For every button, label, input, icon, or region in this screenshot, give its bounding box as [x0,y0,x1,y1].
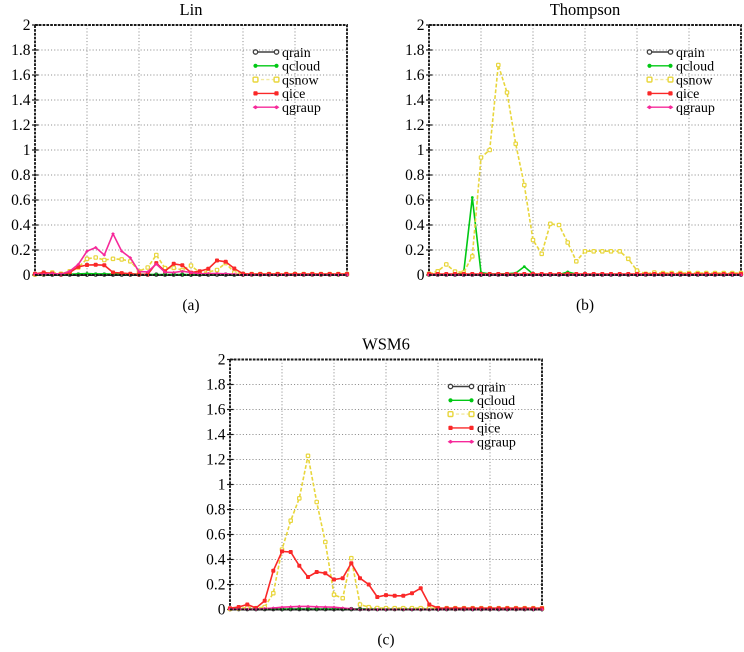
svg-text:0.6: 0.6 [206,527,226,544]
svg-text:1.8: 1.8 [405,42,425,59]
svg-text:qsnow: qsnow [477,408,514,423]
svg-text:0.4: 0.4 [11,217,31,234]
svg-text:1.4: 1.4 [206,427,226,444]
svg-text:WSM6: WSM6 [362,335,410,354]
svg-text:(b): (b) [576,297,594,314]
svg-text:0: 0 [417,267,425,284]
svg-text:2: 2 [417,17,425,34]
svg-text:1: 1 [417,142,425,159]
svg-text:0.8: 0.8 [11,167,31,184]
svg-text:qcloud: qcloud [282,60,320,75]
svg-text:qrain: qrain [676,46,705,61]
svg-text:qgraup: qgraup [676,101,715,116]
svg-text:0.2: 0.2 [11,242,30,259]
svg-text:0.6: 0.6 [405,192,425,209]
svg-text:2: 2 [218,352,226,369]
svg-text:qcloud: qcloud [676,60,714,75]
svg-text:qice: qice [676,87,699,102]
svg-text:qgraup: qgraup [282,101,321,116]
svg-text:qice: qice [282,87,305,102]
svg-text:qcloud: qcloud [477,394,515,409]
svg-text:qsnow: qsnow [282,73,319,88]
svg-text:qice: qice [477,422,500,437]
svg-text:0.8: 0.8 [405,167,425,184]
svg-text:qrain: qrain [282,46,311,61]
svg-text:0.8: 0.8 [206,502,226,519]
svg-text:0.4: 0.4 [206,552,226,569]
svg-text:1.4: 1.4 [405,92,425,109]
svg-text:qsnow: qsnow [676,73,713,88]
svg-text:0: 0 [218,602,226,619]
svg-text:0.4: 0.4 [405,217,425,234]
svg-text:0.2: 0.2 [405,242,424,259]
svg-text:1.8: 1.8 [11,42,31,59]
svg-text:1.6: 1.6 [11,67,31,84]
svg-text:1.8: 1.8 [206,377,226,394]
svg-text:1.6: 1.6 [405,67,425,84]
svg-text:qgraup: qgraup [477,436,516,451]
svg-text:Thompson: Thompson [550,0,621,19]
svg-text:1.2: 1.2 [11,117,30,134]
svg-text:0.6: 0.6 [11,192,31,209]
svg-text:0: 0 [23,267,31,284]
svg-text:1: 1 [23,142,31,159]
svg-text:1: 1 [218,477,226,494]
svg-text:1.2: 1.2 [405,117,424,134]
svg-text:1.6: 1.6 [206,402,226,419]
svg-text:0.2: 0.2 [206,577,225,594]
svg-text:qrain: qrain [477,380,506,395]
svg-text:Lin: Lin [180,0,203,19]
svg-text:(c): (c) [377,632,394,649]
svg-text:(a): (a) [182,297,199,314]
svg-text:2: 2 [23,17,31,34]
svg-text:1.4: 1.4 [11,92,31,109]
svg-text:1.2: 1.2 [206,452,225,469]
